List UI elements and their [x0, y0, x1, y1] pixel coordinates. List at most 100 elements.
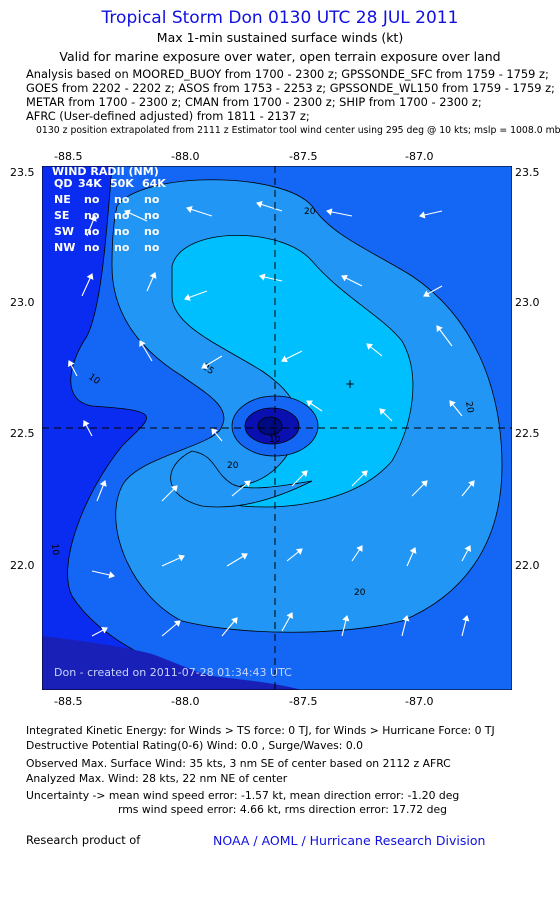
wind-vector-head	[241, 553, 248, 560]
wind-radii-table: WIND RADII (NM) QD 34K 50K 64K NE no no …	[52, 166, 166, 254]
lon-tick-top: -88.0	[171, 150, 200, 163]
source-line: GOES from 2202 - 2202 z; ASOS from 1753 …	[26, 81, 555, 95]
radii-value: no	[84, 225, 100, 238]
contour-label: 10	[269, 435, 281, 445]
contour-label: 20	[463, 401, 475, 414]
wind-vector-head	[306, 400, 314, 407]
radii-value: no	[114, 193, 130, 206]
wind-vector-head	[173, 620, 181, 627]
radii-value: no	[114, 209, 130, 222]
page-title: Tropical Storm Don 0130 UTC 28 JUL 2011	[101, 8, 459, 28]
wind-vector-head	[243, 480, 251, 487]
destructive-potential-line: Destructive Potential Rating(0-6) Wind: …	[26, 739, 364, 752]
lon-tick-bottom: -87.5	[289, 695, 318, 708]
wind-vector-head	[186, 205, 193, 213]
lat-tick-left: 22.0	[10, 559, 35, 572]
observed-max-line: Observed Max. Surface Wind: 35 kts, 3 nm…	[26, 757, 451, 770]
lon-tick-top: -88.5	[54, 150, 83, 163]
radii-value: no	[114, 241, 130, 254]
wind-vector-head	[82, 420, 90, 427]
radii-quadrant-nw: NW	[54, 241, 75, 254]
wind-vector-head	[462, 615, 470, 622]
radii-value: no	[84, 241, 100, 254]
wind-vector-head	[342, 615, 350, 622]
lat-tick-left: 22.5	[10, 427, 35, 440]
wind-vector-head	[231, 617, 238, 625]
lon-tick-top: -87.0	[405, 150, 434, 163]
wind-vector-head	[101, 626, 108, 634]
extrapolation-note: 0130 z position extrapolated from 2111 z…	[36, 125, 560, 136]
contour-label: 20	[304, 207, 316, 217]
wind-radii-title: WIND RADII (NM)	[52, 166, 159, 178]
ike-line: Integrated Kinetic Energy: for Winds > T…	[26, 724, 495, 737]
wind-vector-head	[139, 340, 146, 347]
wind-vector-head	[356, 545, 363, 553]
wind-vector-head	[301, 470, 308, 477]
wind-vector-head	[67, 360, 75, 367]
uncertainty-rms-line: rms wind speed error: 4.66 kt, rms direc…	[118, 803, 447, 816]
wind-vector-head	[366, 343, 374, 350]
lon-tick-bottom: -88.0	[171, 695, 200, 708]
yucatan-land	[42, 636, 302, 690]
wind-vector-head	[286, 612, 293, 619]
contour-label: 20	[354, 588, 366, 598]
validity-note: Valid for marine exposure over water, op…	[59, 49, 501, 64]
wind-vector-head	[436, 325, 443, 333]
research-label: Research product of	[26, 833, 141, 847]
wind-vector-head	[178, 554, 185, 562]
analyzed-max-line: Analyzed Max. Wind: 28 kts, 22 nm NE of …	[26, 772, 288, 785]
wind-vector-head	[256, 200, 263, 208]
wind-vector-head	[464, 545, 472, 552]
wind-vector-head	[184, 293, 191, 301]
lat-tick-right: 22.0	[515, 559, 540, 572]
wind-vector-head	[341, 274, 348, 282]
wind-vector-head	[149, 272, 157, 279]
wind-vector-head	[99, 480, 107, 487]
wind-vector-head	[171, 485, 178, 492]
wind-vector-head	[421, 480, 428, 487]
uncertainty-mean-line: Uncertainty -> mean wind speed error: -1…	[26, 789, 460, 802]
lat-tick-left: 23.0	[10, 296, 35, 309]
wind-band-30-plus	[171, 234, 414, 508]
wind-vectors	[67, 200, 475, 637]
wind-vector-head	[423, 290, 430, 297]
radii-value: no	[144, 209, 160, 222]
creation-credit: Don - created on 2011-07-28 01:34:43 UTC	[54, 666, 292, 679]
lon-tick-bottom: -88.5	[54, 695, 83, 708]
radii-value: no	[84, 209, 100, 222]
radii-header-64k: 64K	[142, 177, 166, 190]
lat-tick-right: 22.5	[515, 427, 540, 440]
wind-vector-head	[295, 548, 303, 555]
wind-vector-head	[281, 355, 288, 363]
wind-vector-head	[361, 470, 368, 477]
lon-tick-bottom: -87.0	[405, 695, 434, 708]
wind-vector-head	[379, 408, 386, 415]
lat-tick-right: 23.5	[515, 166, 540, 179]
wind-vector-head	[258, 273, 266, 281]
radii-value: no	[144, 225, 160, 238]
wind-vector-head	[418, 211, 426, 219]
analyzed-max-marker: +	[345, 377, 355, 391]
wind-vector-head	[325, 208, 333, 216]
organization-name: NOAA / AOML / Hurricane Research Divisio…	[213, 833, 486, 848]
wind-vector-head	[402, 615, 410, 622]
radii-quadrant-se: SE	[54, 209, 69, 222]
wind-vector-head	[89, 215, 97, 222]
radii-value: no	[84, 193, 100, 206]
lat-tick-left: 23.5	[10, 166, 35, 179]
storm-core-center	[257, 416, 283, 436]
contour-label: 10	[49, 543, 60, 556]
source-line: METAR from 1700 - 2300 z; CMAN from 1700…	[26, 95, 482, 109]
wind-vector-head	[449, 400, 456, 408]
radii-quadrant-sw: SW	[54, 225, 74, 238]
radii-value: no	[114, 225, 130, 238]
contour-label: 20	[227, 461, 239, 471]
wind-vector-head	[124, 209, 131, 217]
wind-field-map: 20 20 20 20 10 10 10 25 + WIND RADII (NM…	[42, 166, 512, 690]
lon-tick-top: -87.5	[289, 150, 318, 163]
wind-vector-head	[86, 273, 94, 280]
subtitle: Max 1-min sustained surface winds (kt)	[156, 30, 404, 45]
radii-header-50k: 50K	[110, 177, 134, 190]
wind-vector-head	[201, 362, 208, 369]
radii-header-34k: 34K	[78, 177, 102, 190]
